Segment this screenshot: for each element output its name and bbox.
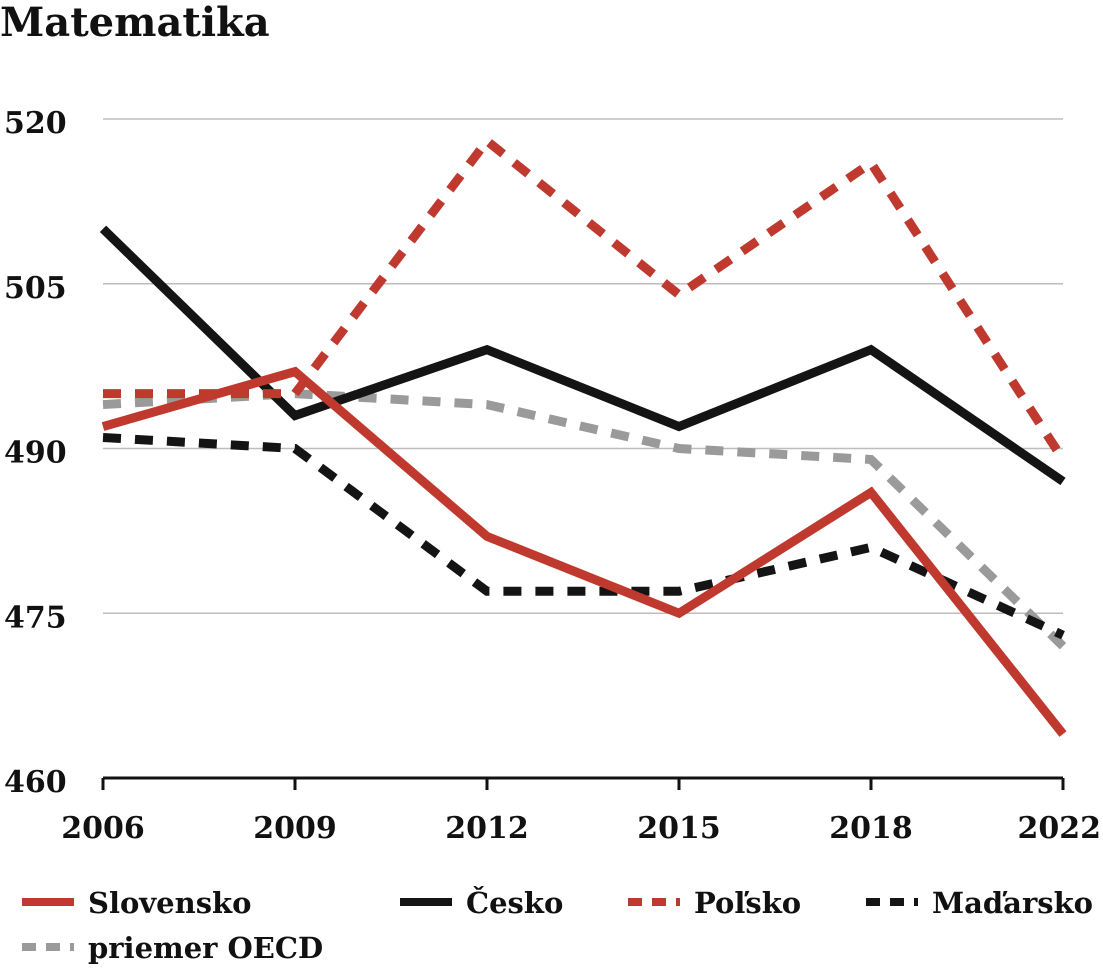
axes: 520 505 490 475 460 2006 2009 2012 2015 2018 2022 bbox=[4, 106, 1101, 846]
legend-label: priemer OECD bbox=[88, 931, 323, 965]
legend: Slovensko Česko Poľsko Maďarsko priemer OECD bbox=[22, 885, 1093, 965]
x-tick-label: 2006 bbox=[61, 811, 145, 846]
y-tick-label: 490 bbox=[4, 436, 67, 471]
series-line-2 bbox=[103, 141, 1063, 460]
y-tick-label: 460 bbox=[4, 765, 67, 800]
chart-title: Matematika bbox=[0, 0, 270, 46]
series-lines bbox=[103, 141, 1063, 734]
legend-label: Slovensko bbox=[88, 886, 251, 920]
x-tick-label: 2012 bbox=[445, 811, 529, 846]
x-tick-label: 2015 bbox=[637, 811, 721, 846]
series-line-4 bbox=[103, 394, 1063, 647]
legend-label: Maďarsko bbox=[932, 886, 1093, 920]
legend-label: Poľsko bbox=[694, 886, 801, 920]
legend-label: Česko bbox=[466, 885, 563, 920]
y-tick-label: 475 bbox=[4, 600, 67, 635]
y-tick-label: 505 bbox=[4, 271, 67, 306]
x-tick-label: 2009 bbox=[253, 811, 337, 846]
x-tick-label: 2018 bbox=[829, 811, 913, 846]
y-tick-label: 520 bbox=[4, 106, 67, 141]
x-tick-label: 2022 bbox=[1018, 811, 1102, 846]
series-line-3 bbox=[103, 438, 1063, 636]
